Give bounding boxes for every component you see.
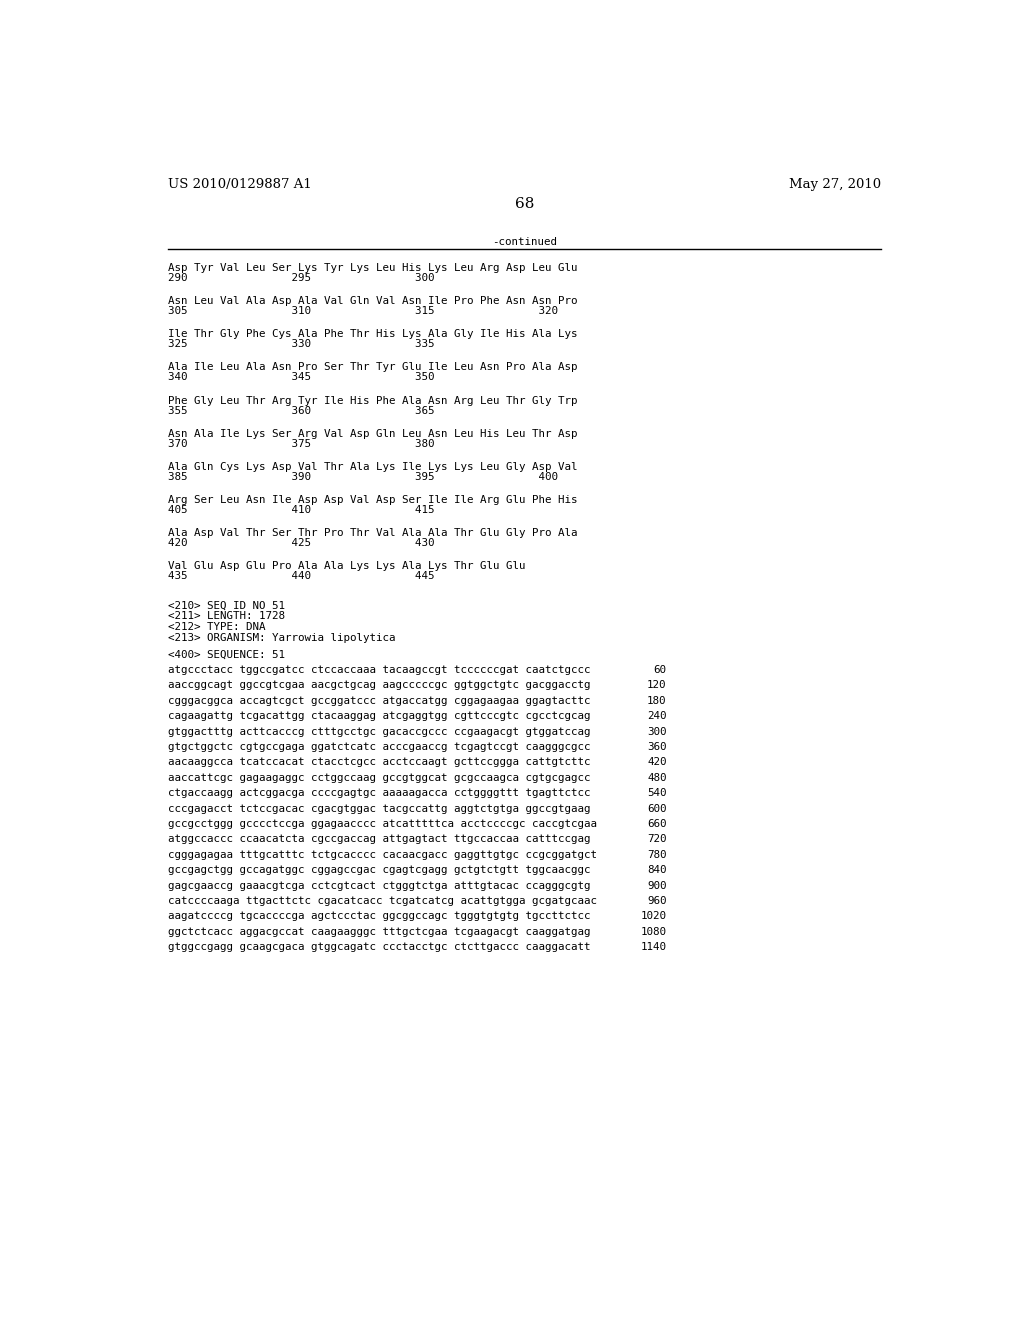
Text: gccgagctgg gccagatggc cggagccgac cgagtcgagg gctgtctgtt tggcaacggc: gccgagctgg gccagatggc cggagccgac cgagtcg… xyxy=(168,866,591,875)
Text: aacaaggcca tcatccacat ctacctcgcc acctccaagt gcttccggga cattgtcttc: aacaaggcca tcatccacat ctacctcgcc acctcca… xyxy=(168,758,591,767)
Text: <400> SEQUENCE: 51: <400> SEQUENCE: 51 xyxy=(168,649,286,660)
Text: 780: 780 xyxy=(647,850,667,859)
Text: 300: 300 xyxy=(647,726,667,737)
Text: Val Glu Asp Glu Pro Ala Ala Lys Lys Ala Lys Thr Glu Glu: Val Glu Asp Glu Pro Ala Ala Lys Lys Ala … xyxy=(168,561,525,572)
Text: 405                410                415: 405 410 415 xyxy=(168,506,435,515)
Text: 385                390                395                400: 385 390 395 400 xyxy=(168,471,558,482)
Text: 370                375                380: 370 375 380 xyxy=(168,438,435,449)
Text: gtggactttg acttcacccg ctttgcctgc gacaccgccc ccgaagacgt gtggatccag: gtggactttg acttcacccg ctttgcctgc gacaccg… xyxy=(168,726,591,737)
Text: 900: 900 xyxy=(647,880,667,891)
Text: 240: 240 xyxy=(647,711,667,721)
Text: <211> LENGTH: 1728: <211> LENGTH: 1728 xyxy=(168,611,286,622)
Text: Ala Ile Leu Ala Asn Pro Ser Thr Tyr Glu Ile Leu Asn Pro Ala Asp: Ala Ile Leu Ala Asn Pro Ser Thr Tyr Glu … xyxy=(168,363,578,372)
Text: gtgctggctc cgtgccgaga ggatctcatc acccgaaccg tcgagtccgt caagggcgcc: gtgctggctc cgtgccgaga ggatctcatc acccgaa… xyxy=(168,742,591,752)
Text: Ile Thr Gly Phe Cys Ala Phe Thr His Lys Ala Gly Ile His Ala Lys: Ile Thr Gly Phe Cys Ala Phe Thr His Lys … xyxy=(168,330,578,339)
Text: cgggagagaa tttgcatttc tctgcacccc cacaacgacc gaggttgtgc ccgcggatgct: cgggagagaa tttgcatttc tctgcacccc cacaacg… xyxy=(168,850,597,859)
Text: 960: 960 xyxy=(647,896,667,906)
Text: 1080: 1080 xyxy=(641,927,667,937)
Text: 1020: 1020 xyxy=(641,911,667,921)
Text: gtggccgagg gcaagcgaca gtggcagatc ccctacctgc ctcttgaccc caaggacatt: gtggccgagg gcaagcgaca gtggcagatc ccctacc… xyxy=(168,942,591,952)
Text: Ala Asp Val Thr Ser Thr Pro Thr Val Ala Ala Thr Glu Gly Pro Ala: Ala Asp Val Thr Ser Thr Pro Thr Val Ala … xyxy=(168,528,578,539)
Text: 180: 180 xyxy=(647,696,667,706)
Text: 355                360                365: 355 360 365 xyxy=(168,405,435,416)
Text: -continued: -continued xyxy=(493,238,557,247)
Text: <213> ORGANISM: Yarrowia lipolytica: <213> ORGANISM: Yarrowia lipolytica xyxy=(168,632,396,643)
Text: atggccaccc ccaacatcta cgccgaccag attgagtact ttgccaccaa catttccgag: atggccaccc ccaacatcta cgccgaccag attgagt… xyxy=(168,834,591,845)
Text: gagcgaaccg gaaacgtcga cctcgtcact ctgggtctga atttgtacac ccagggcgtg: gagcgaaccg gaaacgtcga cctcgtcact ctgggtc… xyxy=(168,880,591,891)
Text: 435                440                445: 435 440 445 xyxy=(168,572,435,581)
Text: Asp Tyr Val Leu Ser Lys Tyr Lys Leu His Lys Leu Arg Asp Leu Glu: Asp Tyr Val Leu Ser Lys Tyr Lys Leu His … xyxy=(168,263,578,273)
Text: aagatccccg tgcaccccga agctccctac ggcggccagc tgggtgtgtg tgccttctcc: aagatccccg tgcaccccga agctccctac ggcggcc… xyxy=(168,911,591,921)
Text: atgccctacc tggccgatcc ctccaccaaa tacaagccgt tccccccgat caatctgccc: atgccctacc tggccgatcc ctccaccaaa tacaagc… xyxy=(168,665,591,675)
Text: 1140: 1140 xyxy=(641,942,667,952)
Text: Arg Ser Leu Asn Ile Asp Asp Val Asp Ser Ile Ile Arg Glu Phe His: Arg Ser Leu Asn Ile Asp Asp Val Asp Ser … xyxy=(168,495,578,504)
Text: Phe Gly Leu Thr Arg Tyr Ile His Phe Ala Asn Arg Leu Thr Gly Trp: Phe Gly Leu Thr Arg Tyr Ile His Phe Ala … xyxy=(168,396,578,405)
Text: 68: 68 xyxy=(515,197,535,211)
Text: aaccggcagt ggccgtcgaa aacgctgcag aagcccccgc ggtggctgtc gacggacctg: aaccggcagt ggccgtcgaa aacgctgcag aagcccc… xyxy=(168,681,591,690)
Text: cagaagattg tcgacattgg ctacaaggag atcgaggtgg cgttcccgtc cgcctcgcag: cagaagattg tcgacattgg ctacaaggag atcgagg… xyxy=(168,711,591,721)
Text: 120: 120 xyxy=(647,681,667,690)
Text: 540: 540 xyxy=(647,788,667,799)
Text: 360: 360 xyxy=(647,742,667,752)
Text: Asn Ala Ile Lys Ser Arg Val Asp Gln Leu Asn Leu His Leu Thr Asp: Asn Ala Ile Lys Ser Arg Val Asp Gln Leu … xyxy=(168,429,578,438)
Text: 420: 420 xyxy=(647,758,667,767)
Text: US 2010/0129887 A1: US 2010/0129887 A1 xyxy=(168,178,312,190)
Text: cccgagacct tctccgacac cgacgtggac tacgccattg aggtctgtga ggccgtgaag: cccgagacct tctccgacac cgacgtggac tacgcca… xyxy=(168,804,591,813)
Text: catccccaaga ttgacttctc cgacatcacc tcgatcatcg acattgtgga gcgatgcaac: catccccaaga ttgacttctc cgacatcacc tcgatc… xyxy=(168,896,597,906)
Text: aaccattcgc gagaagaggc cctggccaag gccgtggcat gcgccaagca cgtgcgagcc: aaccattcgc gagaagaggc cctggccaag gccgtgg… xyxy=(168,774,591,783)
Text: 60: 60 xyxy=(653,665,667,675)
Text: gccgcctggg gcccctccga ggagaacccc atcatttttca acctccccgc caccgtcgaa: gccgcctggg gcccctccga ggagaacccc atcattt… xyxy=(168,818,597,829)
Text: 325                330                335: 325 330 335 xyxy=(168,339,435,350)
Text: Ala Gln Cys Lys Asp Val Thr Ala Lys Ile Lys Lys Leu Gly Asp Val: Ala Gln Cys Lys Asp Val Thr Ala Lys Ile … xyxy=(168,462,578,471)
Text: <212> TYPE: DNA: <212> TYPE: DNA xyxy=(168,622,266,632)
Text: 660: 660 xyxy=(647,818,667,829)
Text: ctgaccaagg actcggacga ccccgagtgc aaaaagacca cctggggttt tgagttctcc: ctgaccaagg actcggacga ccccgagtgc aaaaaga… xyxy=(168,788,591,799)
Text: 340                345                350: 340 345 350 xyxy=(168,372,435,383)
Text: 420                425                430: 420 425 430 xyxy=(168,539,435,548)
Text: <210> SEQ ID NO 51: <210> SEQ ID NO 51 xyxy=(168,601,286,610)
Text: 290                295                300: 290 295 300 xyxy=(168,273,435,282)
Text: 480: 480 xyxy=(647,774,667,783)
Text: 720: 720 xyxy=(647,834,667,845)
Text: cgggacggca accagtcgct gccggatccc atgaccatgg cggagaagaa ggagtacttc: cgggacggca accagtcgct gccggatccc atgacca… xyxy=(168,696,591,706)
Text: 305                310                315                320: 305 310 315 320 xyxy=(168,306,558,317)
Text: Asn Leu Val Ala Asp Ala Val Gln Val Asn Ile Pro Phe Asn Asn Pro: Asn Leu Val Ala Asp Ala Val Gln Val Asn … xyxy=(168,296,578,306)
Text: 600: 600 xyxy=(647,804,667,813)
Text: May 27, 2010: May 27, 2010 xyxy=(790,178,882,190)
Text: 840: 840 xyxy=(647,866,667,875)
Text: ggctctcacc aggacgccat caagaagggc tttgctcgaa tcgaagacgt caaggatgag: ggctctcacc aggacgccat caagaagggc tttgctc… xyxy=(168,927,591,937)
